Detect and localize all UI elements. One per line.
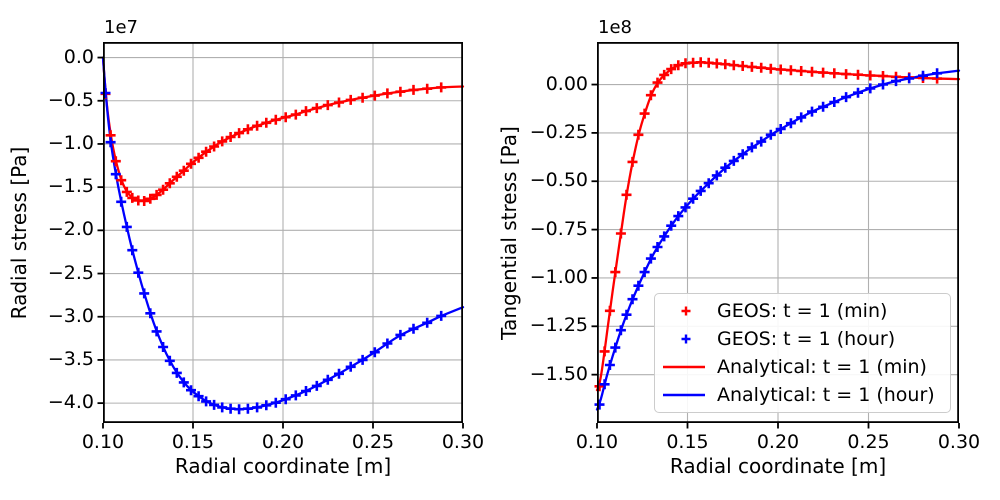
y-tick-label: −3.0 xyxy=(47,304,94,327)
x-tick-label: 0.20 xyxy=(756,431,800,453)
y-tick-label: −0.50 xyxy=(529,169,588,192)
y-tick-label: −1.5 xyxy=(47,175,94,198)
legend-label: Analytical: t = 1 (min) xyxy=(717,356,927,378)
y-tick-label: −0.5 xyxy=(47,88,94,111)
grid-lines xyxy=(103,42,463,423)
y-tick-label: −0.75 xyxy=(529,217,588,240)
left-x-axis-title: Radial coordinate [m] xyxy=(174,454,392,478)
plot-canvas xyxy=(97,41,465,429)
legend-label: GEOS: t = 1 (hour) xyxy=(717,328,896,350)
legend-label: GEOS: t = 1 (min) xyxy=(717,300,888,322)
plus-marker-icon xyxy=(655,325,717,353)
x-tick-label: 0.30 xyxy=(937,431,981,453)
legend-item-analytical-t1min: Analytical: t = 1 (min) xyxy=(655,353,950,381)
line-sample-icon xyxy=(655,381,717,409)
left-y-scale-offset-label: 1e7 xyxy=(104,17,138,38)
x-tick-label: 0.10 xyxy=(575,431,619,453)
y-tick-label: −2.5 xyxy=(47,261,94,284)
x-tick-label: 0.30 xyxy=(441,431,485,453)
legend-label: Analytical: t = 1 (hour) xyxy=(717,384,935,406)
legend-box: GEOS: t = 1 (min) GEOS: t = 1 (hour) Ana… xyxy=(654,293,951,413)
x-tick-label: 0.15 xyxy=(666,431,709,453)
y-tick-label: −1.50 xyxy=(529,362,588,385)
legend-item-geos-t1hour: GEOS: t = 1 (hour) xyxy=(655,325,950,353)
legend-item-geos-t1min: GEOS: t = 1 (min) xyxy=(655,297,950,325)
y-tick-label: −1.0 xyxy=(47,132,94,155)
right-y-scale-offset-label: 1e8 xyxy=(598,17,632,38)
axes-spines xyxy=(596,41,960,424)
x-tick-label: 0.15 xyxy=(171,431,215,453)
line-sample-icon xyxy=(655,353,717,381)
x-tick-label: 0.20 xyxy=(261,431,305,453)
geos-plus-markers xyxy=(594,57,943,392)
x-tick-label: 0.10 xyxy=(81,431,125,453)
y-tick-label: −4.0 xyxy=(47,391,94,414)
y-tick-label: 0.0 xyxy=(63,45,94,68)
x-tick-label: 0.25 xyxy=(351,431,395,453)
y-tick-label: −3.5 xyxy=(47,348,94,371)
y-tick-label: −0.25 xyxy=(529,121,588,144)
x-tick-label: 0.25 xyxy=(847,431,890,453)
tick-marks xyxy=(591,83,960,429)
left-y-axis-title: Radial stress [Pa] xyxy=(7,146,31,320)
legend-item-analytical-t1hour: Analytical: t = 1 (hour) xyxy=(655,381,950,409)
left-axes-radial-stress xyxy=(97,41,465,429)
plus-marker-icon xyxy=(655,297,717,325)
right-x-axis-title: Radial coordinate [m] xyxy=(669,454,887,478)
y-tick-label: −1.25 xyxy=(529,314,588,337)
geos-plus-markers xyxy=(100,88,447,415)
y-tick-label: −1.00 xyxy=(529,266,588,289)
right-y-axis-title: Tangential stress [Pa] xyxy=(497,126,521,340)
geos-plus-markers xyxy=(594,68,943,410)
y-tick-label: 0.00 xyxy=(545,72,588,95)
y-tick-label: −2.0 xyxy=(47,218,94,241)
tick-marks xyxy=(97,56,464,429)
axes-spines xyxy=(102,41,464,424)
